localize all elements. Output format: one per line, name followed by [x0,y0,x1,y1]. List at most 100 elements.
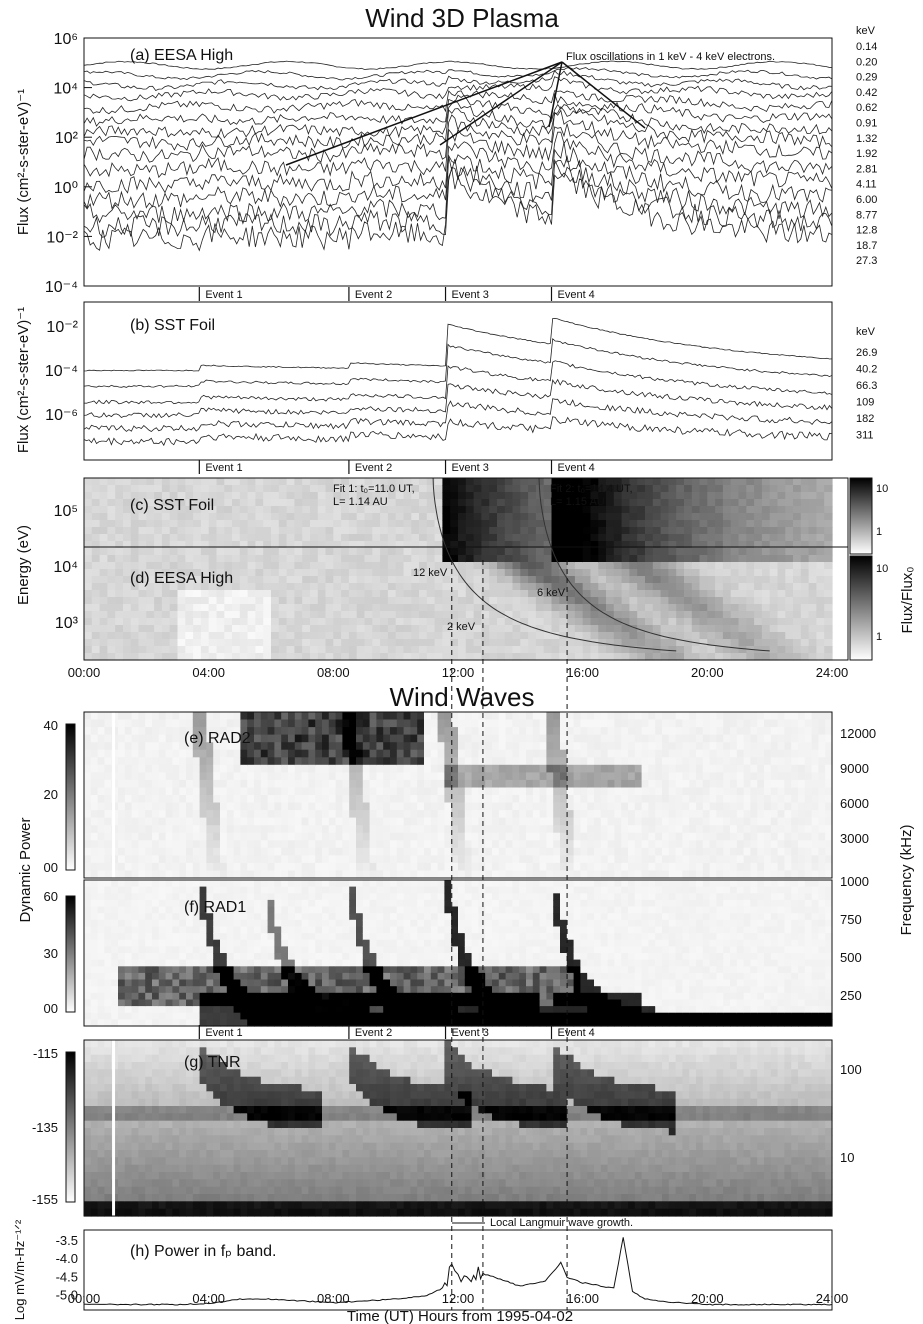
xtick: 08:00 [317,665,350,680]
freq-tick: 500 [840,950,862,965]
energy-label-b: 40.2 [856,364,877,376]
panel-a-ylabel: Flux (cm²-s-ster-eV)⁻¹ [15,89,32,235]
annotation-arrow [285,61,563,166]
fit1-label-b: L= 1.14 AU [333,496,388,508]
mark-12kev: 12 keV [413,567,448,579]
panel-a-label: (a) EESA High [130,47,233,64]
panel-h-ylabel: Log mV/m-Hz⁻¹ᐟ² [12,1219,27,1320]
ytick-b: 10⁻⁶ [45,407,78,424]
flux-line-6.00 [83,131,833,194]
ytick-h: -4.0 [56,1251,78,1266]
flux-line-4.11 [83,123,833,179]
freq-tick: 9000 [840,761,869,776]
panel-cd-ylabel: Energy (eV) [15,525,32,605]
annotation-arrow [439,61,563,146]
energy-label-a: 2.81 [856,163,877,175]
x-axis-label: Time (UT) Hours from 1995-04-02 [347,1308,573,1324]
fit2-label: Fit 2: t₀=14.4 UT, [550,483,633,495]
f-cbar-0: 60 [44,889,58,904]
flux-line-0.42 [83,76,833,102]
xtick: 24:00 [816,665,849,680]
ytick-a: 10⁻² [46,229,78,246]
cd-cbar-top-lo: 1 [876,526,882,538]
panel-f-frame [83,879,833,1027]
cd-cbar-bot-lo: 1 [876,631,882,643]
xtick: 16:00 [566,1291,599,1306]
g-cbar-1: -135 [32,1120,58,1135]
event-label: Event 4 [558,289,595,301]
mark-6kev: 6 keV [537,587,566,599]
e-cbar-0: 40 [44,718,58,733]
cd-cbar-bot-hi: 10 [876,563,888,575]
panel-a-frame [83,37,833,287]
energy-label-a: 0.62 [856,102,877,114]
panel-b-unit: keV [856,326,876,338]
panel-a-annotation: Flux oscillations in 1 keV - 4 keV elect… [566,51,775,63]
flux-line-0.14 [83,60,833,70]
title-middle: Wind Waves [390,682,535,712]
panel-a-unit: keV [856,25,876,37]
xtick: 08:00 [317,1291,350,1306]
energy-label-a: 1.92 [856,148,877,160]
xtick: 24:00 [816,1291,849,1306]
panel-g-frame [83,1039,833,1217]
freq-tick: 10 [840,1150,854,1165]
cd-cbar-top-hi: 10 [876,483,888,495]
xtick: 04:00 [192,665,225,680]
xtick: 12:00 [442,1291,475,1306]
ytick-cd: 10³ [55,615,79,632]
f-colorbar [65,895,76,1013]
energy-label-a: 1.32 [856,133,877,145]
e-colorbar [65,723,76,871]
flux-line-0.29 [83,70,833,91]
annotation-arrow [561,61,646,129]
energy-label-b: 182 [856,413,874,425]
e-cbar-2: 00 [44,860,58,875]
panel-g-label: (g) TNR [184,1054,241,1071]
xtick: 20:00 [691,1291,724,1306]
ylabel-frequency: Frequency (kHz) [898,825,915,936]
ytick-a: 10² [55,130,79,147]
flux-line-0.20 [83,67,833,81]
event-label: Event 3 [452,1027,489,1039]
panel-e: (e) RAD2 40 20 00 12000 9000 6000 3000 [44,711,876,879]
flux-line-40.2 [83,337,833,388]
energy-label-a: 4.11 [856,179,877,191]
panel-d-label: (d) EESA High [130,570,233,587]
event-row-1: Event 1 Event 2 Event 3 Event 4 [198,287,595,301]
energy-label-a: 0.42 [856,87,877,99]
energy-label-a: 0.20 [856,56,877,68]
flux-line-66.3 [83,360,833,405]
energy-label-b: 109 [856,397,874,409]
ytick-cd: 10⁴ [53,559,78,576]
panel-cd-frame [83,477,849,661]
langmuir-label: Local Langmuir wave growth. [490,1217,633,1229]
panel-e-label: (e) RAD2 [184,730,251,747]
freq-tick: 250 [840,988,862,1003]
f-cbar-2: 00 [44,1001,58,1016]
flux-line-26.9 [83,317,833,372]
event-row-2: Event 1 Event 2 Event 3 Event 4 [198,460,595,474]
ytick-a: 10⁴ [53,81,78,98]
energy-label-a: 6.00 [856,194,877,206]
ytick-a: 10⁻⁴ [45,279,78,296]
cd-colorbar-top [849,477,873,555]
panel-g: (g) TNR -115 -135 -155 100 10 [32,1039,862,1217]
power-series-line [83,1237,833,1306]
fit-curve [432,477,677,652]
flux-line-8.77 [83,142,833,210]
flux-line-1.32 [83,100,833,139]
panel-b: (b) SST Foil keV 26.9 40.2 66.3 109 182 311 1… [15,301,877,461]
event-label: Event 2 [355,462,392,474]
energy-label-a: 0.29 [856,72,877,84]
title-top: Wind 3D Plasma [365,3,559,33]
g-colorbar [65,1051,76,1203]
ytick-h: -4.5 [56,1269,78,1284]
ytick-h: -3.5 [56,1233,78,1248]
energy-label-a: 12.8 [856,225,877,237]
energy-label-b: 66.3 [856,380,877,392]
cd-colorbar-bottom [849,555,873,661]
panel-f-label: (f) RAD1 [184,899,246,916]
flux-line-182 [83,398,833,432]
fit2-label-b: L= 1.15 AU [550,496,605,508]
